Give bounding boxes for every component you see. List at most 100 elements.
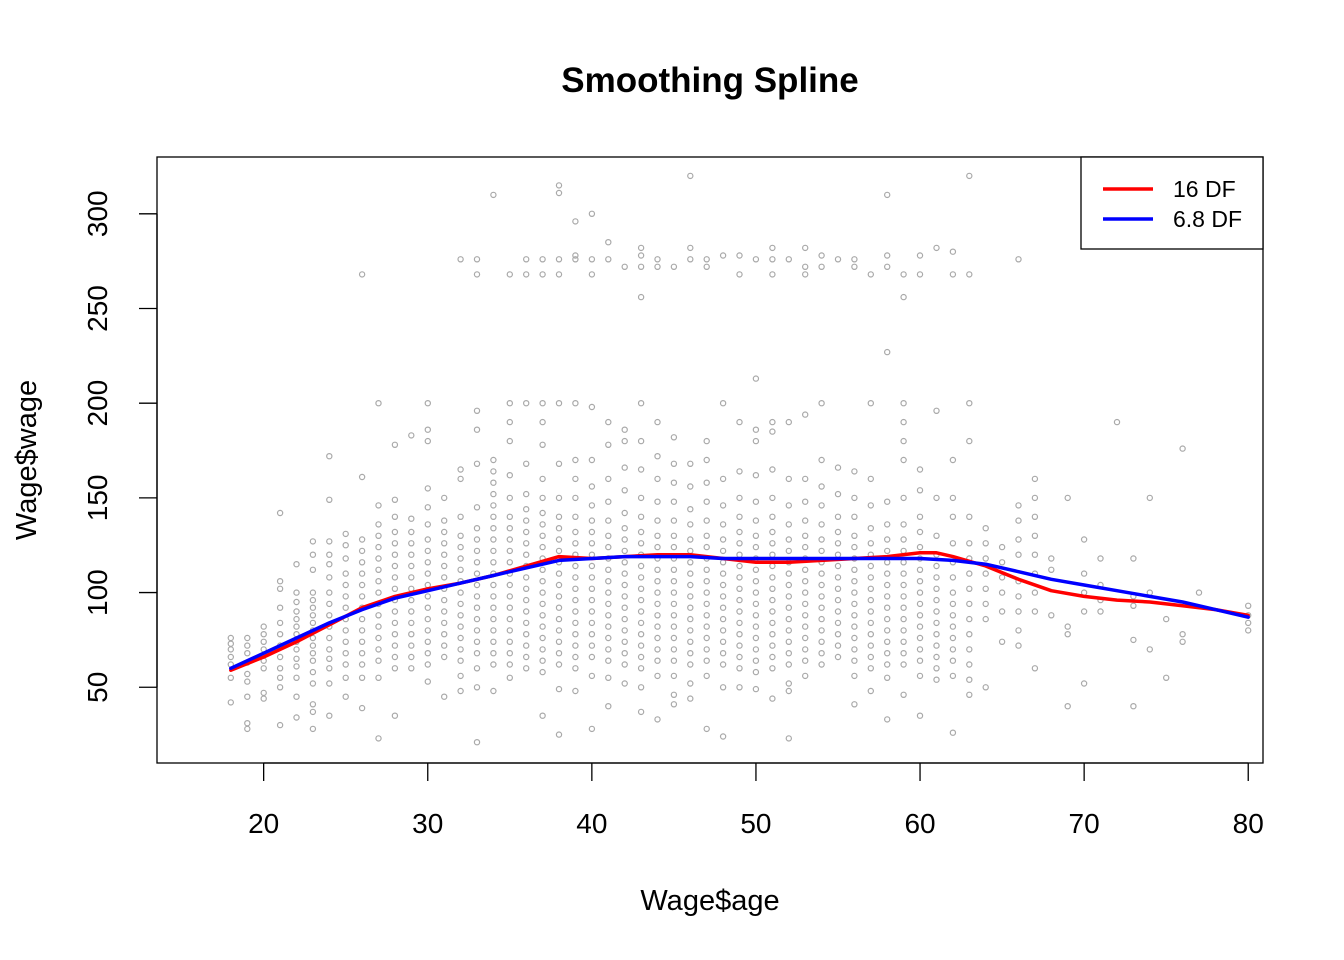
scatter-point [867,631,875,638]
scatter-point [588,585,596,593]
scatter-point [900,536,907,543]
scatter-point [637,596,645,604]
scatter-point [375,674,382,682]
scatter-point [933,574,940,581]
scatter-point [966,661,973,668]
scatter-point [818,521,825,528]
scatter-point [424,485,431,492]
scatter-point [933,642,940,649]
scatter-point [637,437,645,445]
scatter-point [687,627,694,634]
scatter-point [719,559,727,566]
scatter-point [391,496,399,503]
scatter-point [473,570,481,577]
scatter-point [769,428,776,435]
scatter-point [293,623,300,630]
scatter-point [555,400,563,407]
scatter-point [785,627,793,634]
scatter-point [949,612,957,619]
scatter-point [539,612,546,619]
scatter-point [490,615,497,623]
scatter-point [1031,608,1039,615]
scatter-point [802,498,809,505]
scatter-point [605,441,612,448]
scatter-point [654,498,661,505]
scatter-point [719,615,727,623]
scatter-point [785,502,793,509]
scatter-point [424,661,431,668]
scatter-point [966,585,973,593]
scatter-point [769,596,776,604]
scatter-point [670,646,678,653]
y-tick-label: 250 [82,285,113,332]
scatter-point [375,555,382,562]
scatter-point [1031,513,1039,521]
scatter-point [834,540,842,547]
scatter-point [703,646,710,653]
scatter-point [933,407,940,414]
x-axis-label: Wage$age [640,885,779,917]
scatter-point [785,680,793,687]
scatter-point [424,437,431,445]
scatter-point [358,473,366,481]
scatter-point [900,650,907,657]
scatter-point [818,604,825,611]
scatter-point [309,725,317,733]
scatter-point [949,623,957,630]
scatter-point [490,593,497,600]
scatter-point [539,578,546,585]
scatter-point [736,596,743,604]
scatter-point [391,574,399,581]
scatter-point [391,441,399,448]
scatter-point [391,562,399,570]
scatter-point [802,517,809,524]
scatter-point [933,608,940,615]
scatter-point [1015,627,1022,634]
scatter-point [555,460,563,467]
scatter-point [490,547,497,555]
scatter-point [736,271,743,278]
scatter-point [605,238,612,246]
scatter-point [736,540,743,547]
scatter-point [342,581,349,589]
scatter-point [916,657,924,664]
scatter-point [982,555,989,562]
scatter-point [949,729,957,736]
scatter-point [736,653,743,661]
scatter-point [555,182,563,189]
scatter-point [309,657,317,664]
scatter-point [555,547,563,555]
scatter-point [391,653,399,661]
scatter-point [555,731,563,738]
scatter-point [473,536,481,543]
scatter-point [506,581,513,589]
scatter-point [227,634,234,642]
scatter-point [424,638,431,646]
scatter-point [687,244,694,252]
scatter-point [326,634,333,642]
scatter-point [572,256,579,263]
scatter-point [309,708,317,716]
scatter-point [326,600,333,608]
scatter-point [637,642,645,649]
scatter-point [457,532,464,540]
scatter-point [785,536,793,543]
scatter-point [851,532,858,540]
scatter-point [391,528,399,536]
scatter-point [884,638,891,646]
scatter-point [966,540,973,547]
scatter-point [260,623,267,630]
scatter-point [752,578,760,585]
scatter-point [572,540,579,547]
scatter-point [326,551,333,558]
scatter-point [670,623,678,630]
scatter-point [785,521,793,528]
scatter-point [523,631,530,638]
scatter-point [1015,593,1022,600]
scatter-point [916,578,924,585]
scatter-point [555,536,563,543]
scatter-point [523,400,530,407]
scatter-point [867,502,875,509]
scatter-point [654,453,661,460]
scatter-point [703,479,710,486]
